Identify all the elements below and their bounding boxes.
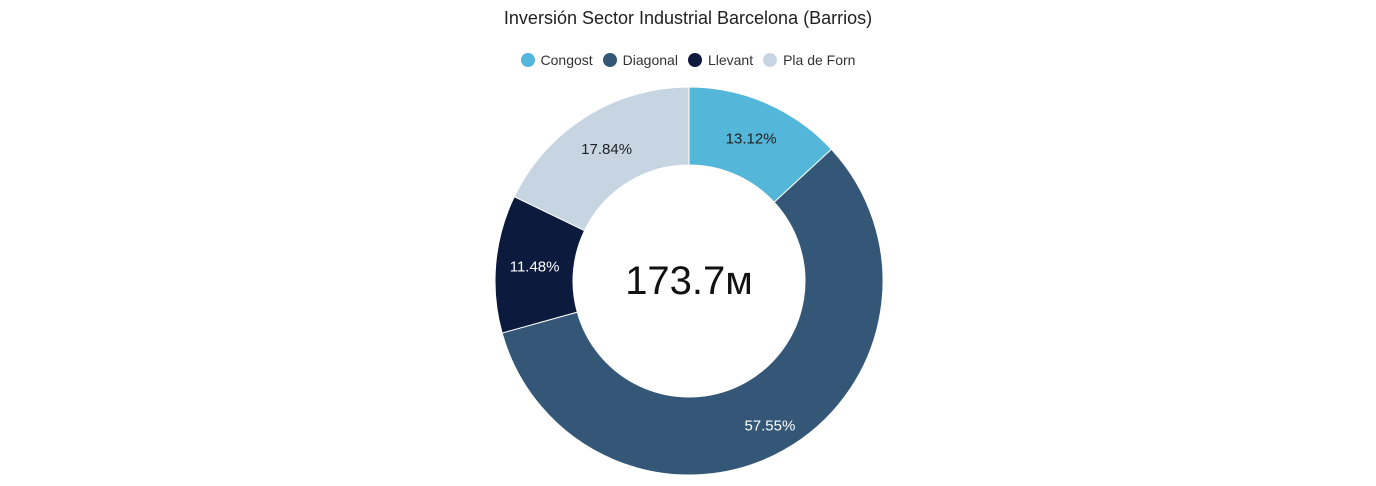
- slice-label-pla-de-forn: 17.84%: [581, 141, 632, 158]
- legend-item-congost[interactable]: Congost: [520, 52, 593, 68]
- chart-title: Inversión Sector Industrial Barcelona (B…: [503, 8, 873, 28]
- slice-label-congost: 13.12%: [726, 130, 777, 147]
- legend-swatch-diagonal: [602, 53, 617, 67]
- center-total-label: 173.7м: [625, 259, 753, 303]
- legend-label-congost: Congost: [540, 52, 593, 68]
- legend-swatch-pla-de-forn: [763, 53, 778, 67]
- slice-label-llevant: 11.48%: [510, 259, 560, 276]
- slice-pla-de-forn[interactable]: [513, 86, 690, 232]
- legend: Congost Diagonal Llevant Pla de Forn: [0, 52, 1376, 68]
- legend-item-llevant[interactable]: Llevant: [687, 52, 754, 68]
- legend-label-diagonal: Diagonal: [622, 52, 678, 68]
- slice-label-diagonal: 57.55%: [744, 417, 795, 434]
- slice-diagonal[interactable]: [501, 148, 884, 476]
- legend-label-llevant: Llevant: [707, 52, 754, 68]
- legend-swatch-llevant: [687, 53, 702, 67]
- legend-label-pla-de-forn: Pla de Forn: [783, 52, 856, 68]
- legend-item-pla-de-forn[interactable]: Pla de Forn: [763, 52, 855, 68]
- legend-swatch-congost: [520, 53, 535, 67]
- legend-item-diagonal[interactable]: Diagonal: [602, 52, 678, 68]
